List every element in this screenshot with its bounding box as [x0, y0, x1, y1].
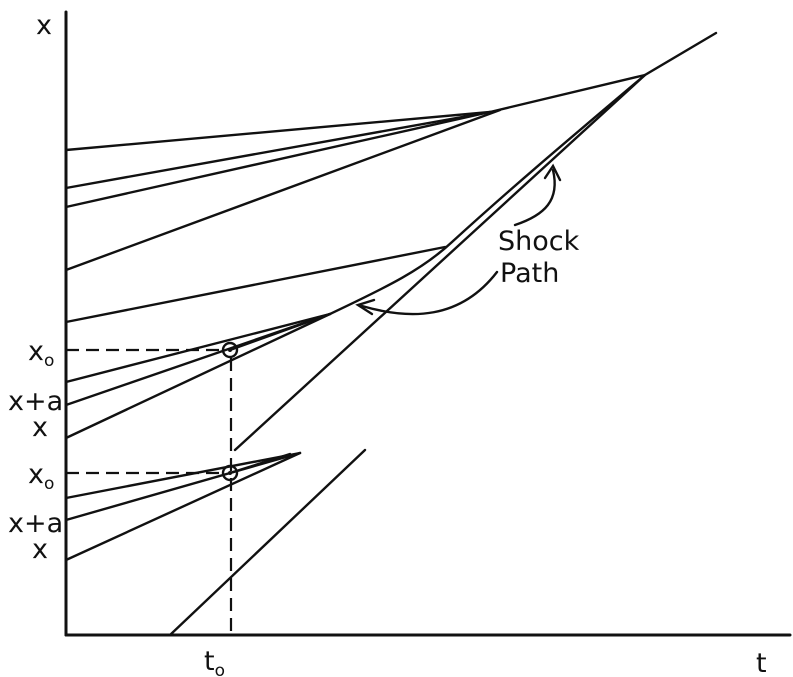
- lower-x-plus-a-label: x+a: [8, 508, 63, 539]
- shock-annotation-line1: Shock: [498, 226, 580, 257]
- shock-annotation-line2: Path: [500, 258, 559, 289]
- upper-x-label: x: [32, 412, 48, 443]
- characteristic-line: [488, 73, 647, 114]
- horizontal-axis-label: t: [756, 648, 767, 677]
- time-marker-subscript: o: [215, 661, 225, 677]
- upper-x0-label: xo: [28, 336, 54, 371]
- upper-intersection-dot: [228, 348, 232, 352]
- annotation-arrow-lower: [360, 270, 499, 316]
- characteristic-line: [64, 110, 492, 152]
- time-marker-label: to: [204, 646, 225, 677]
- characteristic-line: [64, 451, 302, 562]
- lower-x-label: x: [32, 534, 48, 565]
- vertical-axis-label: x: [36, 10, 52, 41]
- characteristic-line: [64, 245, 447, 324]
- upper-x0-subscript: o: [44, 351, 54, 371]
- lower-x0-base: x: [28, 459, 44, 490]
- time-marker-base: t: [204, 646, 215, 677]
- lower-x0-subscript: o: [44, 474, 54, 494]
- lower-x0-label: xo: [28, 459, 54, 494]
- lower-intersection-circle: [221, 464, 239, 482]
- upper-intersection-circle: [221, 341, 239, 359]
- characteristic-line: [233, 73, 647, 452]
- annotation-arrowhead-upper: [543, 163, 562, 182]
- annotation-arrowhead-lower: [355, 298, 376, 316]
- characteristic-line: [64, 312, 332, 440]
- annotation-arrow-upper: [513, 168, 556, 227]
- characteristic-line: [64, 110, 492, 209]
- upper-x-plus-a-label: x+a: [8, 386, 63, 417]
- upper-x0-base: x: [28, 336, 44, 367]
- characteristic-line: [64, 451, 302, 500]
- characteristic-line: [64, 110, 492, 190]
- characteristic-line: [168, 448, 367, 637]
- characteristic-line: [64, 312, 332, 384]
- shock-path-curve: [228, 31, 718, 352]
- characteristic-line: [64, 108, 502, 272]
- characteristic-line: [228, 452, 292, 475]
- lower-intersection-dot: [228, 471, 232, 475]
